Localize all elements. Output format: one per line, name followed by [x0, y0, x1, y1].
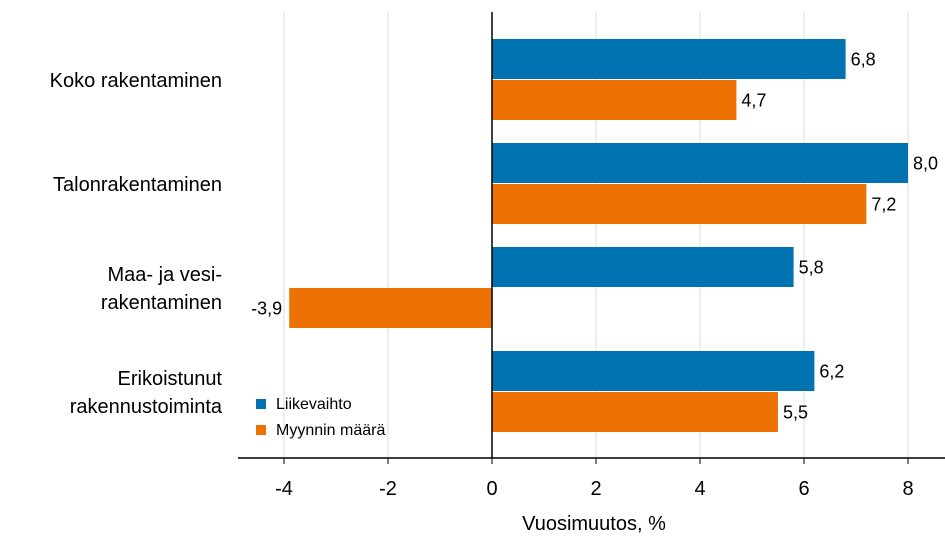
- x-tick-label: 4: [694, 478, 705, 500]
- bar-myynnin-määrä: [492, 184, 867, 224]
- x-tick-label: -2: [379, 478, 397, 500]
- bar-myynnin-määrä: [492, 392, 778, 432]
- legend-label: Liikevaihto: [276, 396, 352, 413]
- data-label: 5,5: [783, 403, 808, 423]
- data-label: 7,2: [871, 195, 896, 215]
- category-label: Talonrakentaminen: [53, 174, 222, 196]
- bar-liikevaihto: [492, 247, 794, 287]
- data-label: 6,8: [851, 50, 876, 70]
- x-tick-label: 6: [798, 478, 809, 500]
- labels: -4 -2 0 2 4 6 8 6,8 8,0 5,8 6,2 4,7 7,2 -3,9 5,5 Koko r…: [50, 50, 938, 501]
- legend-label: Myynnin määrä: [276, 422, 385, 439]
- legend-swatch: [256, 425, 266, 435]
- x-tick-label: 2: [590, 478, 601, 500]
- category-label: rakentaminen: [101, 292, 222, 314]
- bar-myynnin-määrä: [492, 80, 737, 120]
- x-tick-label: 0: [486, 478, 497, 500]
- category-label: Maa- ja vesi-: [108, 264, 222, 286]
- data-label: 8,0: [913, 154, 938, 174]
- axes: [238, 12, 945, 464]
- x-axis-title: Vuosimuutos, %: [522, 513, 666, 535]
- category-label: Koko rakentaminen: [50, 70, 222, 92]
- data-label: -3,9: [251, 299, 282, 319]
- legend: Liikevaihto Myynnin määrä: [256, 396, 385, 439]
- x-tick-label: 8: [902, 478, 913, 500]
- x-tick-label: -4: [275, 478, 293, 500]
- bars: [289, 39, 908, 432]
- data-label: 5,8: [799, 258, 824, 278]
- bar-liikevaihto: [492, 143, 908, 183]
- bar-liikevaihto: [492, 39, 846, 79]
- data-label: 6,2: [819, 362, 844, 382]
- bar-liikevaihto: [492, 351, 815, 391]
- legend-swatch: [256, 399, 266, 409]
- data-label: 4,7: [741, 91, 766, 111]
- category-label: rakennustoiminta: [70, 396, 223, 418]
- bar-myynnin-määrä: [289, 288, 492, 328]
- category-label: Erikoistunut: [118, 368, 223, 390]
